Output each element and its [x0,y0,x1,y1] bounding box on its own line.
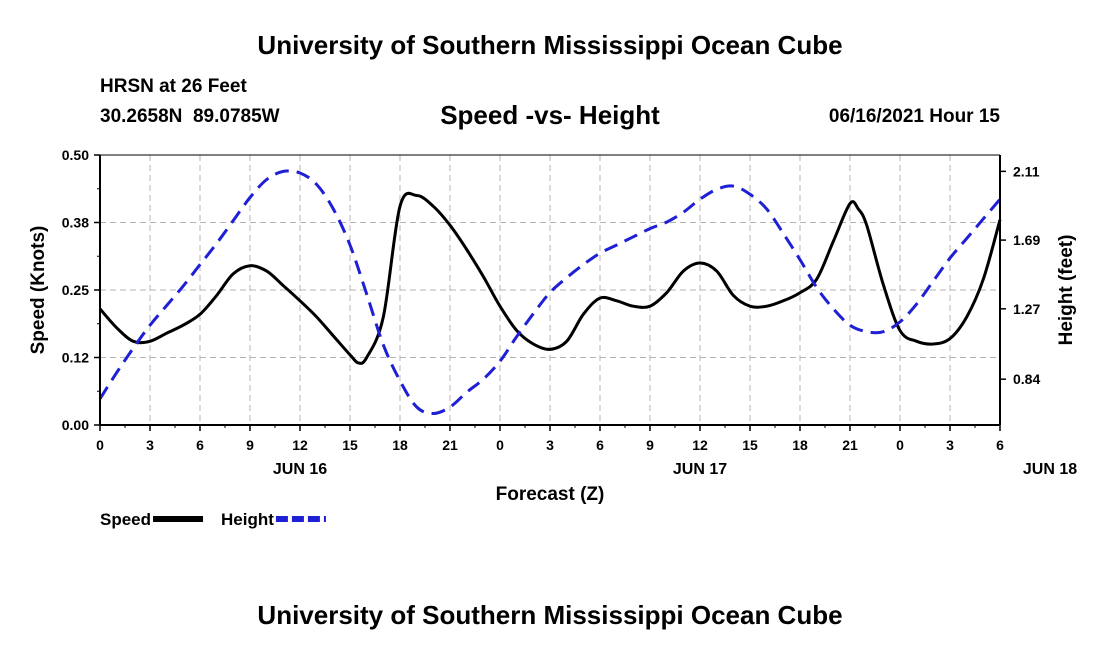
x-tick-label: 21 [842,437,858,453]
y-axis-title-left: Speed (Knots) [28,226,49,355]
legend: Speed Height [100,510,326,529]
x-tick-label: 18 [792,437,808,453]
y-tick-label-left: 0.12 [62,350,89,366]
footer-title: University of Southern Mississippi Ocean… [257,600,843,630]
station-name: HRSN at 26 Feet [100,76,247,97]
forecast-datetime: 06/16/2021 Hour 15 [828,106,1000,127]
speed-height-chart: 0.00 0.12 0.25 0.38 0.50 0.84 1.27 1.69 2.11 0 3 6 9… [28,147,1077,529]
x-tick-label: 0 [896,437,904,453]
grid [100,155,1000,425]
x-tick-label: 9 [646,437,654,453]
y-tick-label-right: 0.84 [1013,371,1040,387]
station-coordinates: 30.2658N 89.0785W [100,106,280,127]
series-line-speed [98,191,1002,365]
axes [94,154,1006,431]
x-tick-label: 3 [146,437,154,453]
series-line-height [98,169,1002,415]
y-tick-label-right: 2.11 [1013,163,1040,179]
chart-title: Speed -vs- Height [440,100,660,130]
x-tick-label: 0 [496,437,504,453]
legend-label-speed: Speed [100,510,151,529]
y-tick-label-left: 0.50 [62,147,89,163]
axis-labels: 0.00 0.12 0.25 0.38 0.50 0.84 1.27 1.69 2.11 0 3 6 9… [28,147,1077,505]
y-tick-label-right: 1.27 [1013,301,1040,317]
y-axis-title-right: Height (feet) [1056,235,1077,346]
x-tick-label: 12 [692,437,708,453]
x-tick-label: 18 [392,437,408,453]
y-tick-label-left: 0.25 [62,282,89,298]
x-tick-label: 3 [546,437,554,453]
x-tick-label: 15 [342,437,358,453]
legend-label-height: Height [221,510,274,529]
x-tick-label: 15 [742,437,758,453]
day-label: JUN 17 [673,461,727,478]
x-tick-label: 0 [96,437,104,453]
y-tick-label-left: 0.00 [62,417,89,433]
day-label: JUN 18 [1023,461,1077,478]
day-label: JUN 16 [273,461,327,478]
x-axis-title: Forecast (Z) [496,484,605,505]
x-tick-label: 6 [196,437,204,453]
y-tick-label-left: 0.38 [62,215,89,231]
y-tick-label-right: 1.69 [1013,232,1040,248]
x-tick-label: 3 [946,437,954,453]
series-layer [98,169,1002,415]
main-title: University of Southern Mississippi Ocean… [257,30,843,60]
x-tick-label: 6 [996,437,1004,453]
x-tick-label: 6 [596,437,604,453]
x-tick-label: 21 [442,437,458,453]
x-tick-label: 9 [246,437,254,453]
x-tick-label: 12 [292,437,308,453]
